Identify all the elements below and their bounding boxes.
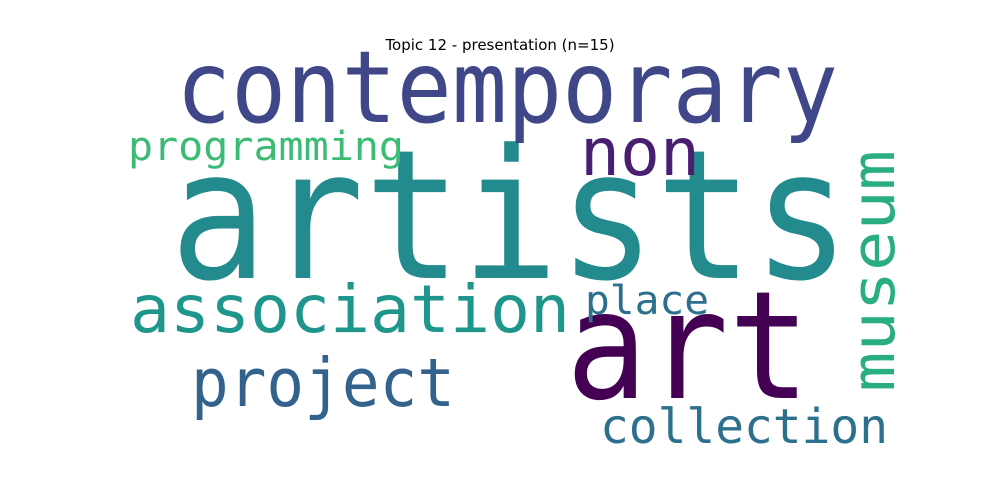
word-artists: artists (170, 112, 850, 321)
chart-title: Topic 12 - presentation (n=15) (385, 36, 615, 54)
word-collection: collection (600, 399, 888, 455)
word-place: place (585, 278, 709, 324)
word-project: project (191, 344, 455, 422)
word-art: art (566, 260, 810, 434)
word-contemporary: contemporary (176, 29, 838, 146)
word-non: non (580, 114, 700, 191)
word-association: association (130, 271, 570, 348)
word-programming: programming (128, 124, 404, 170)
word-museum: museum (839, 150, 909, 392)
